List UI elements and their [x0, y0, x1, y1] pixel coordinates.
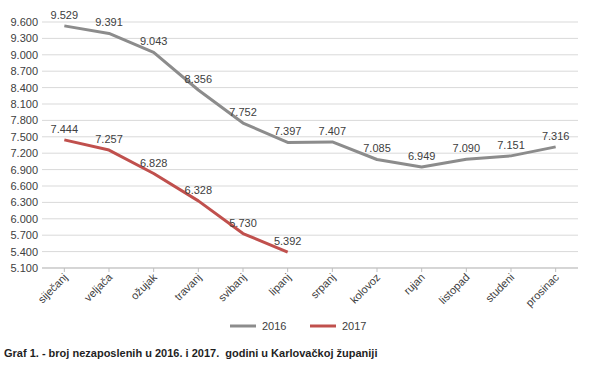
data-label: 7.316	[542, 130, 570, 142]
series-line	[64, 140, 287, 252]
grid-line	[42, 235, 578, 236]
data-label: 7.085	[363, 142, 391, 154]
x-tick	[466, 268, 467, 272]
x-tick	[64, 268, 65, 272]
x-axis	[42, 268, 578, 269]
grid-line	[42, 104, 578, 105]
data-label: 7.752	[229, 106, 257, 118]
y-tick-label: 6.600	[10, 180, 38, 192]
caption: Graf 1. - broj nezaposlenih u 2016. i 20…	[4, 347, 377, 359]
data-label: 5.392	[274, 235, 302, 247]
grid	[42, 22, 578, 268]
x-tick	[109, 268, 110, 272]
y-tick-label: 7.800	[10, 114, 38, 126]
data-label: 7.257	[95, 133, 123, 145]
y-tick-label: 8.400	[10, 82, 38, 94]
x-tick	[198, 268, 199, 272]
grid-line	[42, 202, 578, 203]
y-tick-label: 9.000	[10, 49, 38, 61]
data-label: 9.043	[140, 35, 168, 47]
legend-label: 2016	[262, 320, 286, 332]
x-tick	[153, 268, 154, 272]
y-tick-label: 6.000	[10, 213, 38, 225]
x-tick-label: ožujak	[128, 271, 159, 302]
y-tick-label: 5.700	[10, 229, 38, 241]
y-tick-label: 8.700	[10, 65, 38, 77]
x-tick	[511, 268, 512, 272]
x-tick	[377, 268, 378, 272]
grid-line	[42, 153, 578, 154]
legend: 2016 2017	[230, 320, 366, 332]
y-tick-label: 9.300	[10, 32, 38, 44]
grid-line	[42, 169, 578, 170]
data-label: 8.356	[185, 73, 213, 85]
y-tick-label: 8.100	[10, 98, 38, 110]
grid-line	[42, 186, 578, 187]
data-label: 9.391	[95, 16, 123, 28]
series-lines	[64, 26, 555, 252]
x-tick-label: rujan	[401, 271, 427, 297]
y-tick-label: 5.400	[10, 246, 38, 258]
data-label: 7.444	[51, 123, 79, 135]
y-tick-label: 7.500	[10, 131, 38, 143]
data-label: 9.529	[51, 9, 79, 21]
y-tick-label: 6.300	[10, 196, 38, 208]
data-label: 6.828	[140, 157, 168, 169]
grid-line	[42, 71, 578, 72]
x-tick-label: svibanj	[216, 271, 249, 304]
x-tick	[421, 268, 422, 272]
x-tick-label: travanj	[172, 271, 204, 303]
x-tick-label: siječanj	[35, 271, 69, 305]
legend-swatch	[310, 325, 336, 328]
chart: 5.100 5.400 5.700 6.000 6.300 6.600 6.900 7.200…	[0, 0, 610, 372]
x-tick	[287, 268, 288, 272]
legend-swatch	[230, 325, 256, 328]
y-tick-label: 6.900	[10, 164, 38, 176]
y-tick-label: 5.100	[10, 262, 38, 274]
x-tick	[243, 268, 244, 272]
grid-line	[42, 87, 578, 88]
grid-line	[42, 120, 578, 121]
x-tick-label: lipanj	[266, 271, 293, 298]
legend-label: 2017	[342, 320, 366, 332]
data-label: 6.949	[408, 150, 436, 162]
x-tick	[332, 268, 333, 272]
grid-line	[42, 54, 578, 55]
x-tick-label: veljača	[82, 270, 115, 303]
data-label: 7.090	[453, 142, 481, 154]
grid-line	[42, 251, 578, 252]
y-tick-label: 9.600	[10, 16, 38, 28]
x-tick	[555, 268, 556, 272]
data-label: 7.151	[497, 139, 525, 151]
data-label: 5.730	[229, 217, 257, 229]
x-tick-label: kolovoz	[348, 271, 383, 306]
x-tick-label: listopad	[436, 271, 471, 306]
y-tick-label: 7.200	[10, 147, 38, 159]
x-tick-label: studeni	[483, 271, 517, 305]
grid-line	[42, 268, 578, 269]
data-label: 6.328	[185, 184, 213, 196]
grid-line	[42, 218, 578, 219]
x-tick-label: prosinac	[523, 271, 561, 309]
series-line	[64, 26, 555, 167]
data-label: 7.397	[274, 125, 302, 137]
data-label: 7.407	[319, 125, 347, 137]
x-tick-label: srpanj	[308, 271, 338, 301]
data-labels: 9.529 9.391 9.043 8.356 7.752 7.397 7.407 7.085…	[51, 9, 570, 247]
